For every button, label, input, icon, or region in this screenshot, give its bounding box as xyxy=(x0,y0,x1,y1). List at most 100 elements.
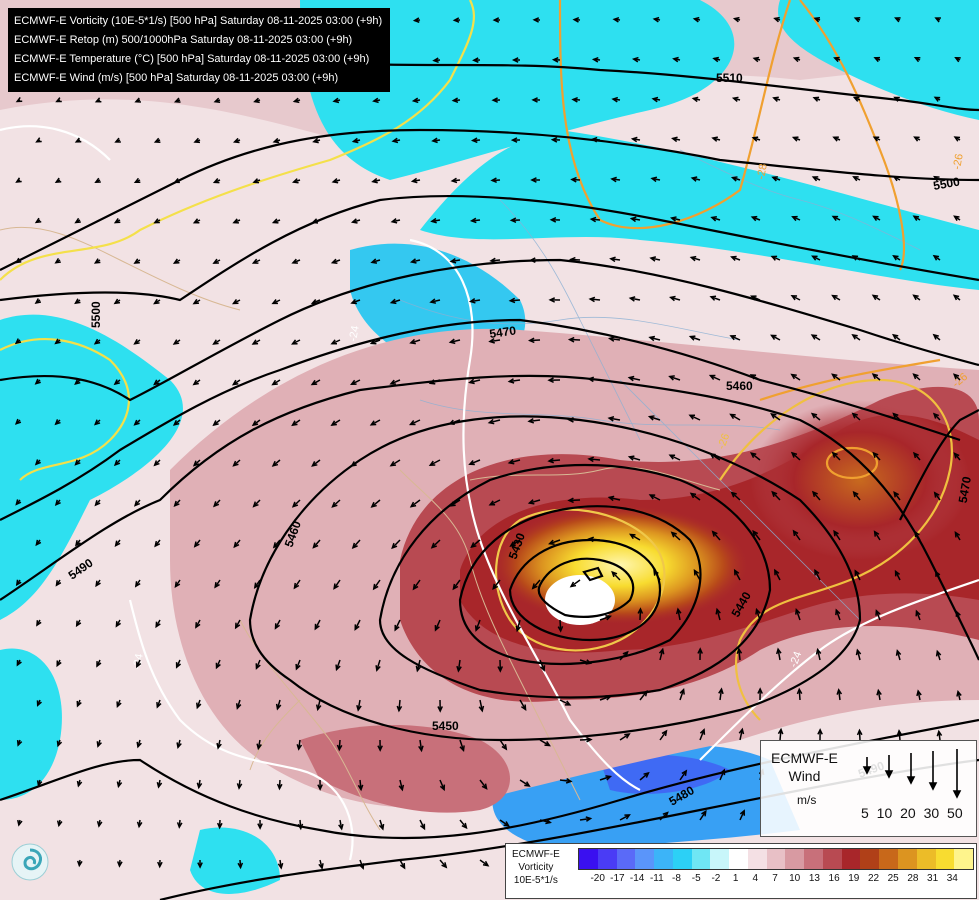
gph-label-5470-east: 5470 xyxy=(956,475,974,504)
wind-arrow-head xyxy=(935,649,942,657)
wind-arrow xyxy=(352,539,361,549)
wind-arrow-head xyxy=(36,620,42,627)
wind-arrow xyxy=(431,539,441,549)
wind-arrow-head xyxy=(310,379,318,386)
wind-arrow-head xyxy=(311,461,318,467)
wind-arrow-head xyxy=(791,215,798,222)
temp-contour-yellow-east xyxy=(719,378,953,721)
wind-arrow-head xyxy=(96,741,102,748)
wind-arrow-head xyxy=(15,499,22,506)
wind-arrow-head xyxy=(172,339,180,345)
vorticity-negative-north xyxy=(420,130,979,290)
wind-arrow-head xyxy=(790,373,797,380)
wind-arrow-head xyxy=(55,580,62,587)
wind-arrow-head xyxy=(469,217,477,224)
wind-arrow-head xyxy=(311,218,319,224)
wind-arrow-head xyxy=(310,298,318,305)
wind-arrow xyxy=(774,569,781,581)
wind-arrow-head xyxy=(136,821,143,829)
wind-arrow xyxy=(410,419,421,426)
wind-arrow-head xyxy=(648,335,656,342)
wind-arrow-head xyxy=(330,258,338,264)
wind-arrow xyxy=(771,413,781,421)
wind-arrow-head xyxy=(409,338,416,345)
wind-arrow-head xyxy=(738,727,745,735)
colorbar-tick-label: 22 xyxy=(867,873,880,884)
wind-arrow-head xyxy=(954,531,961,538)
wind-arrow xyxy=(450,499,461,507)
wind-arrow-head xyxy=(672,56,679,63)
wind-arrow xyxy=(793,530,801,541)
wind-arrow-head xyxy=(711,530,718,537)
wind-arrow-head xyxy=(452,583,459,591)
wind-arrow-head xyxy=(629,216,637,223)
wind-arrow-head xyxy=(271,218,279,224)
wind-arrow xyxy=(693,570,701,581)
wind-arrow-head xyxy=(419,823,426,831)
wind-arrow-head xyxy=(854,569,860,576)
wind-arrow-head xyxy=(133,419,140,426)
wind-arrow-head xyxy=(231,379,239,386)
wind-arrow-head xyxy=(192,460,200,467)
wind-arrow-head xyxy=(915,609,921,617)
wind-arrow-head xyxy=(350,461,357,467)
temp-contour-orange-northeast xyxy=(799,0,906,271)
title-retop: ECMWF-E Retop (m) 500/1000hPa Saturday 0… xyxy=(14,34,353,46)
wind-arrow xyxy=(791,452,801,461)
vorticity-negative-southwest xyxy=(0,648,62,800)
wind-arrow-head xyxy=(338,823,344,831)
temp-contour-yellow-center xyxy=(495,508,666,652)
vorticity-negative-south-inner xyxy=(600,754,730,794)
wind-arrow xyxy=(689,414,701,421)
wind-arrow xyxy=(479,699,483,711)
wind-arrow-head xyxy=(94,500,101,507)
wind-arrow-head xyxy=(933,175,940,182)
wind-arrow xyxy=(710,453,721,461)
wind-arrow-head xyxy=(456,665,462,673)
wind-arrow-head xyxy=(711,136,718,142)
wind-arrow-head xyxy=(235,703,242,710)
wind-arrow-head xyxy=(770,412,777,419)
wind-arrow-head xyxy=(643,771,650,778)
wind-arrow xyxy=(492,579,501,590)
wind-arrow-head xyxy=(933,96,941,102)
wind-arrow-head xyxy=(214,582,220,589)
wind-arrow-head xyxy=(565,778,573,784)
wind-arrow-head xyxy=(450,177,458,184)
wind-arrow-head xyxy=(688,414,696,420)
wind-arrow-head xyxy=(932,254,940,261)
wind-arrow-head xyxy=(932,412,940,419)
wind-arrow-head xyxy=(212,258,219,264)
gph-contour-south-1 xyxy=(0,718,979,840)
wind-arrow-head xyxy=(831,294,838,301)
wind-arrow-head xyxy=(893,96,900,102)
wind-arrow-head xyxy=(662,811,669,818)
wind-arrow-head xyxy=(251,258,259,264)
wind-arrow-head xyxy=(792,56,800,63)
wind-arrow-head xyxy=(336,744,343,752)
wind-arrow xyxy=(416,659,421,671)
wind-arrow-head xyxy=(607,416,615,422)
colorbar-swatch xyxy=(766,849,786,869)
wind-arrow-head xyxy=(952,373,960,380)
wind-arrow-head xyxy=(649,256,657,262)
wind-arrow-head xyxy=(661,729,668,737)
wind-arrow xyxy=(779,729,782,741)
wind-arrow-head xyxy=(647,415,655,421)
wind-arrow-head xyxy=(831,215,839,221)
gph-contour-5420 xyxy=(508,538,662,642)
wind-arrow-head xyxy=(607,495,615,502)
wind-arrow-head xyxy=(730,491,737,498)
wind-arrow-head xyxy=(689,255,697,262)
wind-arrow-head xyxy=(390,218,398,224)
wind-arrow-head xyxy=(389,460,397,467)
wind-legend-title-line-1: ECMWF-E xyxy=(771,750,838,766)
wind-arrow-head xyxy=(481,783,488,790)
wind-arrow-head xyxy=(176,822,183,829)
wind-arrow-head xyxy=(719,768,726,776)
wind-arrow-head xyxy=(876,688,882,696)
wind-arrow-head xyxy=(232,137,240,144)
wind-arrow-head xyxy=(153,298,160,305)
wind-arrow-head xyxy=(74,459,81,466)
